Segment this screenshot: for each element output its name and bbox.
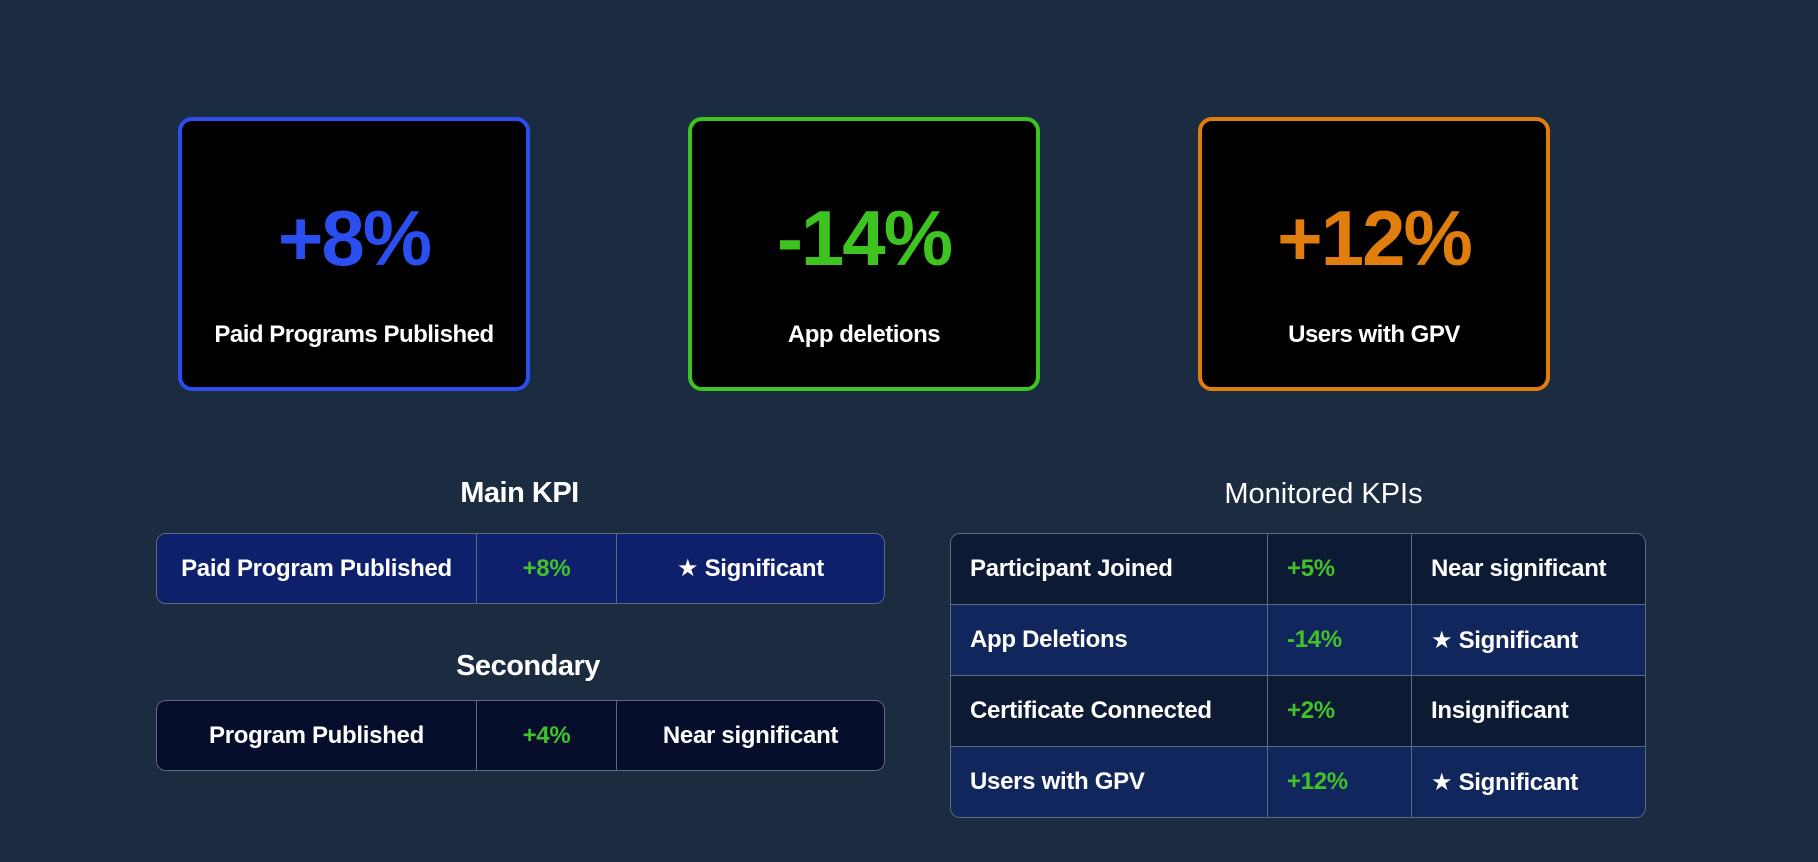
metric-change: +12% (1268, 747, 1412, 817)
metric-status: Insignificant (1412, 676, 1645, 747)
metric-status: ★ Significant (1431, 768, 1578, 796)
metric-change: +4% (477, 701, 617, 770)
table-row: Paid Program Published +8% ★ Significant (157, 534, 884, 603)
metric-name: App Deletions (951, 605, 1268, 676)
main-kpi-title: Main KPI (460, 477, 579, 509)
metric-status: Near significant (1412, 534, 1645, 605)
monitored-kpis-table: Participant Joined +5% Near significant … (950, 533, 1646, 818)
kpi-card-value: +12% (1277, 194, 1473, 282)
kpi-card-value: +8% (277, 194, 432, 282)
metric-status: Near significant (662, 721, 839, 749)
table-row: App Deletions -14% ★ Significant (951, 605, 1645, 676)
secondary-title: Secondary (456, 650, 600, 682)
kpi-card-app-deletions: -14% App deletions (688, 117, 1040, 391)
metric-change: +2% (1268, 676, 1412, 747)
monitored-kpis-title: Monitored KPIs (1224, 478, 1423, 510)
table-row: Certificate Connected +2% Insignificant (951, 676, 1645, 747)
table-row: Users with GPV +12% ★ Significant (951, 747, 1645, 817)
metric-name: Certificate Connected (951, 676, 1268, 747)
kpi-card-label: Paid Programs Published (214, 321, 494, 348)
metric-name: Program Published (157, 701, 477, 770)
kpi-card-paid-programs: +8% Paid Programs Published (178, 117, 530, 391)
metric-name: Participant Joined (951, 534, 1268, 605)
metric-change: -14% (1268, 605, 1412, 676)
kpi-card-users-gpv: +12% Users with GPV (1198, 117, 1550, 391)
metric-status: ★ Significant (677, 555, 824, 582)
secondary-table: Program Published +4% Near significant (156, 700, 885, 771)
metric-change: +5% (1268, 534, 1412, 605)
metric-name: Users with GPV (951, 747, 1268, 817)
main-kpi-table: Paid Program Published +8% ★ Significant (156, 533, 885, 604)
metric-change: +8% (477, 534, 617, 603)
kpi-card-label: Users with GPV (1288, 321, 1460, 348)
table-row: Participant Joined +5% Near significant (951, 534, 1645, 605)
kpi-card-value: -14% (776, 194, 953, 282)
metric-name: Paid Program Published (157, 534, 477, 603)
metric-status: ★ Significant (1412, 605, 1645, 676)
kpi-card-label: App deletions (787, 321, 941, 348)
table-row: Program Published +4% Near significant (157, 701, 884, 770)
